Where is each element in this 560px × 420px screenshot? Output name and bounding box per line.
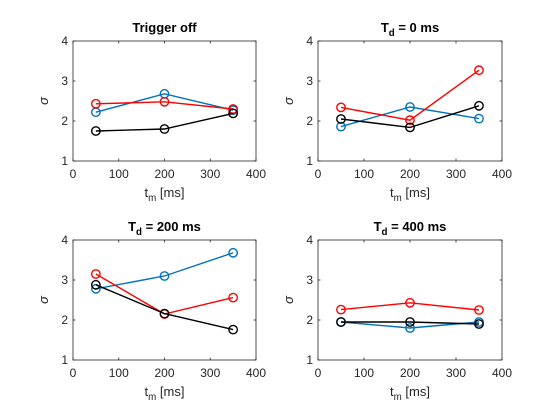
- x-tick-label: 400: [246, 366, 266, 380]
- x-tick-label: 300: [446, 167, 466, 181]
- axes-box: [72, 239, 257, 361]
- y-tick-label: 2: [306, 313, 313, 327]
- data-point: [228, 247, 239, 258]
- x-tick-label: 400: [492, 366, 512, 380]
- axes-box: [72, 40, 257, 162]
- y-tick-label: 2: [306, 114, 313, 128]
- data-point: [336, 304, 346, 315]
- series-line-3: [340, 105, 480, 129]
- series-line-1: [95, 93, 234, 113]
- x-tick-label: 300: [200, 167, 220, 181]
- y-tick-label: 4: [306, 34, 313, 48]
- data-point: [474, 113, 484, 124]
- axes-box: [317, 40, 503, 162]
- y-axis-label: σ: [36, 96, 51, 105]
- series-line-3: [95, 284, 234, 331]
- data-point: [336, 114, 346, 124]
- x-tick-label: 300: [446, 366, 466, 380]
- y-axis-label: σ: [281, 96, 296, 105]
- series-line-3: [341, 321, 480, 325]
- x-axis-label: tm [ms]: [145, 185, 185, 204]
- y-tick-label: 3: [61, 273, 68, 287]
- y-tick-label: 4: [61, 34, 68, 48]
- data-point: [474, 305, 484, 315]
- data-point: [405, 115, 415, 126]
- data-point: [474, 65, 484, 76]
- axes-box: [317, 239, 503, 361]
- x-tick-label: 0: [70, 366, 77, 380]
- y-tick-label: 1: [306, 154, 313, 168]
- data-point: [90, 279, 101, 290]
- y-tick-label: 3: [306, 74, 313, 88]
- chart-title: Trigger off: [132, 20, 197, 35]
- series-line-3: [95, 112, 234, 132]
- x-tick-label: 0: [315, 366, 322, 380]
- data-point: [336, 121, 346, 132]
- subplot-3: 0 100 200 300 400 1 2 3 4 Td = 200 ms tm [ms] σ: [36, 219, 266, 403]
- series-line-1: [95, 252, 234, 290]
- data-point: [405, 297, 415, 308]
- data-point: [159, 271, 170, 281]
- x-axis-label: tm [ms]: [390, 384, 430, 403]
- x-tick-label: 0: [70, 167, 77, 181]
- x-tick-label: 200: [154, 167, 174, 181]
- data-point: [159, 124, 170, 134]
- x-tick-label: 100: [354, 366, 374, 380]
- y-tick-label: 4: [306, 233, 313, 247]
- x-tick-label: 100: [109, 366, 129, 380]
- x-axis-label: tm [ms]: [390, 185, 430, 204]
- y-tick-label: 4: [61, 233, 68, 247]
- subplot-2: 0 100 200 300 400 1 2 3 4 Td = 0 ms tm [ms] σ: [281, 20, 512, 204]
- x-tick-label: 200: [400, 366, 420, 380]
- data-point: [90, 269, 101, 279]
- y-tick-label: 2: [61, 114, 68, 128]
- data-point: [228, 108, 239, 119]
- data-point: [474, 319, 484, 329]
- data-point: [336, 317, 346, 327]
- x-tick-label: 100: [109, 167, 129, 181]
- chart-title: Td = 200 ms: [128, 219, 201, 238]
- data-point: [90, 126, 101, 136]
- y-tick-label: 3: [61, 74, 68, 88]
- subplot-1: 0 100 200 300 400 1 2 3 4 Trigger off tm [ms] σ: [36, 20, 266, 204]
- x-tick-label: 400: [246, 167, 266, 181]
- x-tick-label: 200: [154, 366, 174, 380]
- y-axis-label: σ: [36, 295, 51, 304]
- series-line-2: [340, 69, 480, 121]
- y-tick-label: 2: [61, 313, 68, 327]
- series-line-1: [340, 106, 480, 128]
- data-point: [159, 308, 170, 319]
- x-tick-label: 400: [492, 167, 512, 181]
- chart-title: Td = 400 ms: [374, 219, 447, 238]
- x-tick-label: 300: [200, 366, 220, 380]
- y-tick-label: 1: [61, 353, 68, 367]
- x-tick-label: 100: [354, 167, 374, 181]
- data-point: [336, 102, 346, 113]
- y-tick-label: 3: [306, 273, 313, 287]
- x-tick-label: 0: [315, 167, 322, 181]
- data-point: [90, 98, 101, 109]
- data-point: [228, 324, 239, 335]
- subplot-4: 0 100 200 300 400 1 2 3 4 Td = 400 ms tm [ms] σ: [281, 219, 512, 403]
- x-axis-label: tm [ms]: [145, 384, 185, 403]
- data-point: [405, 102, 415, 112]
- y-tick-label: 1: [61, 154, 68, 168]
- data-point: [228, 292, 239, 303]
- y-axis-label: σ: [281, 295, 296, 304]
- series-line-2: [340, 302, 480, 311]
- data-point: [159, 96, 170, 107]
- x-tick-label: 200: [400, 167, 420, 181]
- data-point: [90, 283, 101, 294]
- data-point: [405, 122, 415, 133]
- data-point: [228, 104, 239, 114]
- data-point: [405, 323, 415, 333]
- y-tick-label: 1: [306, 353, 313, 367]
- data-point: [474, 100, 484, 111]
- data-point: [405, 317, 415, 327]
- series-line-2: [95, 101, 234, 110]
- chart-title: Td = 0 ms: [381, 20, 439, 39]
